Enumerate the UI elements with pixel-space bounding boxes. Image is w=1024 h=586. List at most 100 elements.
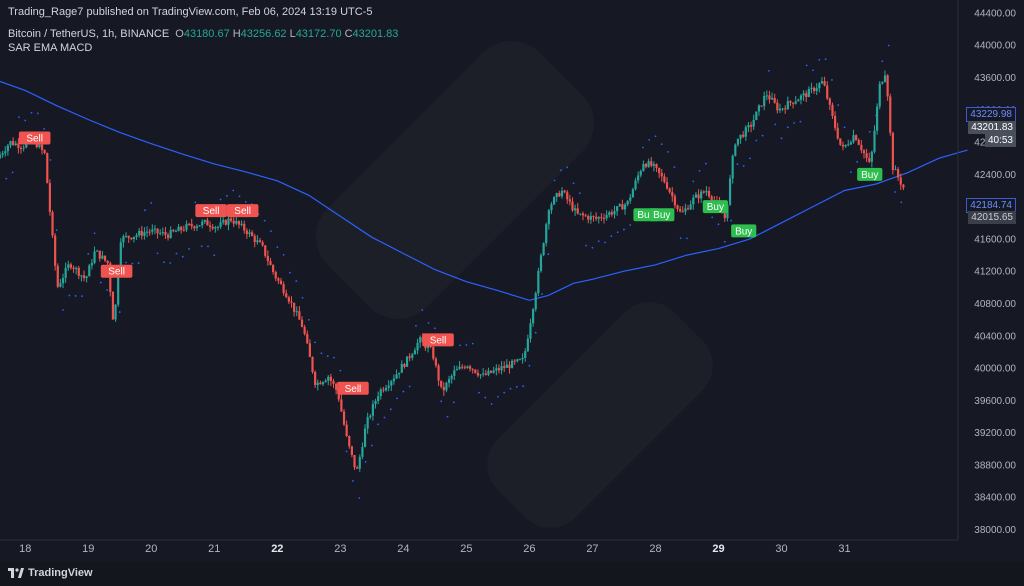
candle-body	[429, 346, 432, 348]
candle-body	[789, 101, 792, 103]
sar-dot	[43, 128, 46, 130]
candle-body	[169, 229, 172, 238]
sar-dot	[793, 122, 796, 124]
buy-signal[interactable]: Buy	[857, 167, 883, 181]
candle-body	[589, 216, 592, 220]
candle-body	[180, 226, 183, 230]
candle-body	[403, 364, 406, 367]
candle-body	[274, 271, 277, 279]
candle-body	[558, 193, 561, 197]
candle-body	[4, 151, 7, 154]
time-tick-label: 22	[271, 543, 283, 555]
sar-dot	[742, 165, 745, 167]
candle-body	[894, 169, 897, 171]
symbol-line[interactable]: Bitcoin / TetherUS, 1h, BINANCE O43180.6…	[8, 28, 404, 40]
candle-body	[566, 192, 569, 200]
indicators-legend[interactable]: SAR EMA MACD	[8, 42, 93, 54]
candle-body	[59, 283, 62, 287]
price-tick-label: 40000.00	[974, 364, 1016, 375]
candle-body	[810, 87, 813, 89]
buy-signal[interactable]: Buy	[702, 200, 728, 214]
symbol-name[interactable]: Bitcoin / TetherUS, 1h, BINANCE	[8, 28, 170, 40]
sar-dot	[818, 58, 821, 61]
candle-body	[613, 211, 616, 215]
sell-signal[interactable]: Sell	[195, 204, 227, 218]
sar-dot	[837, 104, 840, 106]
candle-body	[644, 164, 648, 167]
candle-body	[387, 385, 390, 388]
sar-dot	[440, 400, 443, 403]
signal-box	[702, 200, 728, 214]
candle-body	[117, 271, 120, 305]
candle-body	[550, 204, 553, 211]
candle-body	[400, 364, 403, 373]
candle-body	[306, 333, 309, 344]
candle-body	[707, 191, 711, 197]
candle-body	[902, 184, 905, 188]
time-tick-label: 27	[586, 543, 598, 555]
candle-body	[232, 220, 235, 224]
candle-body	[889, 96, 892, 133]
sar-dot	[755, 139, 758, 142]
candle-body	[350, 446, 353, 455]
candle-body	[77, 267, 80, 276]
candle-body	[80, 275, 83, 277]
candle-body	[90, 262, 94, 266]
candle-body	[833, 115, 837, 128]
candle-body	[881, 81, 884, 84]
sell-signal[interactable]: Sell	[337, 381, 369, 395]
sar-dot	[749, 157, 751, 160]
price-tick-label: 38400.00	[974, 493, 1016, 504]
candle-body	[855, 135, 858, 141]
candle-body	[663, 176, 666, 183]
candle-body	[844, 144, 847, 147]
candle-body	[883, 75, 887, 82]
sar-dot	[150, 202, 153, 204]
buy-signal[interactable]: Buy	[649, 208, 675, 222]
signal-box	[18, 131, 51, 145]
candle-body	[684, 208, 687, 212]
sell-signal[interactable]: Sell	[100, 264, 133, 278]
candle-body	[891, 132, 894, 170]
sell-signal[interactable]: Sell	[226, 204, 259, 218]
candle-body	[513, 360, 516, 362]
sar-dot	[547, 253, 550, 256]
candle-body	[602, 218, 606, 220]
candle-body	[531, 309, 535, 324]
ohlc-value: 43172.70	[295, 28, 342, 40]
candle-body	[172, 229, 175, 232]
candle-body	[629, 197, 632, 201]
candle-body	[88, 265, 91, 277]
sar-dot	[238, 195, 241, 198]
sar-dot	[263, 219, 266, 222]
candle-body	[54, 235, 57, 266]
tradingview-logo[interactable]: TradingView	[8, 567, 93, 579]
candle-body	[1, 153, 4, 155]
time-axis[interactable]: 18 19 20 21 22 23 24 25 26 27 28 29 30 31	[19, 543, 851, 555]
sar-dot	[389, 408, 392, 411]
sell-signal[interactable]: Sell	[18, 131, 51, 145]
candle-body	[266, 255, 269, 262]
sar-dot	[881, 60, 884, 63]
buy-signal[interactable]: Buy	[731, 224, 757, 238]
price-tick-label: 42400.00	[974, 170, 1016, 181]
sar-dot	[244, 200, 247, 203]
candle-body	[694, 194, 698, 198]
price-tick-label: 40400.00	[974, 331, 1016, 342]
candle-body	[216, 226, 220, 228]
sell-signal[interactable]: Sell	[422, 333, 454, 347]
candle-body	[823, 81, 826, 86]
candle-body	[574, 208, 577, 211]
sar-dot	[509, 387, 512, 390]
candle-body	[518, 359, 522, 361]
sar-dot	[799, 120, 802, 123]
signal-label: Sell	[234, 206, 251, 217]
candle-body	[671, 192, 674, 197]
candle-body	[75, 267, 78, 269]
sar-dot	[831, 79, 833, 81]
sar-dot	[49, 159, 52, 161]
price-tag: 40:53	[984, 134, 1016, 147]
candle-body	[285, 293, 288, 298]
sar-dot	[81, 295, 83, 298]
